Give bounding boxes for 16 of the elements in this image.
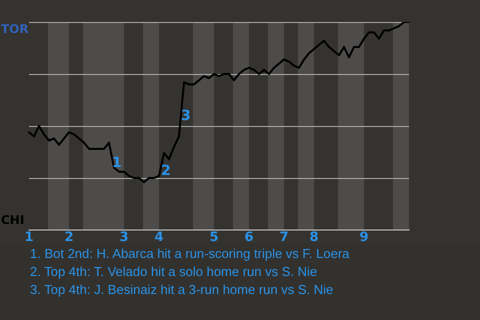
- x-tick-label: 6: [244, 230, 254, 246]
- x-tick-label: 4: [154, 230, 164, 246]
- annotation: 2: [161, 163, 171, 179]
- x-tick-label: 7: [279, 230, 289, 246]
- x-tick-label: 1: [24, 230, 34, 246]
- annotation: 1: [112, 155, 122, 171]
- x-tick-label: 5: [209, 230, 219, 246]
- x-tick-label: 8: [309, 230, 319, 246]
- x-tick-label: 3: [119, 230, 129, 246]
- x-tick-label: 2: [64, 230, 74, 246]
- text: TOR: [1, 22, 29, 36]
- annotation: 3: [181, 108, 191, 124]
- x-tick-label: 9: [359, 230, 369, 246]
- text: 1. Bot 2nd: H. Abarca hit a run-scoring triple vs F. Loera: [30, 245, 350, 263]
- text: 3. Top 4th: J. Besinaiz hit a 3-run home run vs S. Nie: [30, 281, 334, 299]
- text: 2. Top 4th: T. Velado hit a solo home run vs S. Nie: [30, 263, 318, 281]
